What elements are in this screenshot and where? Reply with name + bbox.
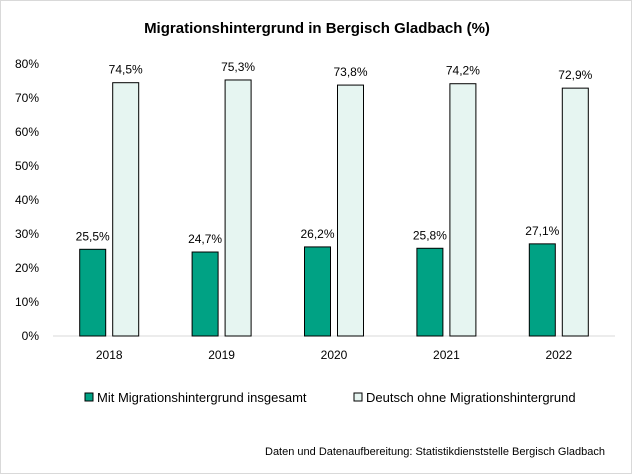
legend-swatch-series-1 (84, 392, 94, 402)
source-note: Daten und Datenaufbereitung: Statistikdi… (265, 446, 605, 458)
data-label: 74,2% (446, 64, 480, 78)
data-label: 24,7% (188, 232, 222, 246)
y-tick-label: 40% (15, 193, 39, 207)
bar-deutsch-2021 (449, 83, 477, 337)
bar-migration-2021 (416, 247, 444, 337)
bar-deutsch-2019 (224, 79, 252, 337)
bar-deutsch-2020 (337, 84, 364, 337)
x-tick-label: 2022 (545, 348, 572, 362)
data-label: 75,3% (221, 60, 255, 74)
y-tick-label: 30% (15, 227, 39, 241)
data-label: 74,5% (109, 63, 143, 77)
bar-migration-2019 (191, 251, 219, 337)
y-tick-label: 80% (15, 57, 39, 71)
x-tick-label: 2018 (96, 348, 123, 362)
x-axis-ticks: 2018 2019 2020 2021 2022 (96, 348, 573, 362)
legend-label-series-2: Deutsch ohne Migrationshintergrund (366, 390, 576, 405)
bar-migration-2018 (79, 248, 107, 337)
data-label: 73,8% (333, 65, 367, 79)
data-label: 25,8% (413, 228, 447, 242)
legend-label-series-1: Mit Migrationshintergrund insgesamt (97, 390, 307, 405)
y-tick-label: 10% (15, 295, 39, 309)
bar-deutsch-2018 (112, 82, 140, 337)
y-tick-label: 0% (22, 329, 40, 343)
x-tick-label: 2021 (433, 348, 460, 362)
bar-migration-2022 (528, 243, 556, 337)
data-label: 26,2% (300, 227, 334, 241)
x-tick-label: 2019 (208, 348, 235, 362)
y-tick-label: 20% (15, 261, 39, 275)
y-tick-label: 50% (15, 159, 39, 173)
data-label: 72,9% (558, 68, 592, 82)
y-tick-label: 60% (15, 125, 39, 139)
data-labels: 25,5% 74,5% 24,7% 75,3% 26,2% 73,8% 25,8% 74,2%… (76, 60, 593, 246)
legend-swatch-series-2 (353, 392, 363, 402)
bar-series (79, 79, 589, 337)
bar-deutsch-2022 (561, 87, 589, 337)
chart-title: Migrationshintergrund in Bergisch Gladba… (144, 20, 490, 37)
legend: Mit Migrationshintergrund insgesamt Deut… (84, 390, 576, 405)
y-axis-ticks: 0% 10% 20% 30% 40% 50% 60% 70% 80% (15, 57, 39, 343)
data-label: 27,1% (525, 224, 559, 238)
bar-migration-2020 (304, 246, 331, 337)
y-tick-label: 70% (15, 91, 39, 105)
x-tick-label: 2020 (321, 348, 348, 362)
data-label: 25,5% (76, 229, 110, 243)
